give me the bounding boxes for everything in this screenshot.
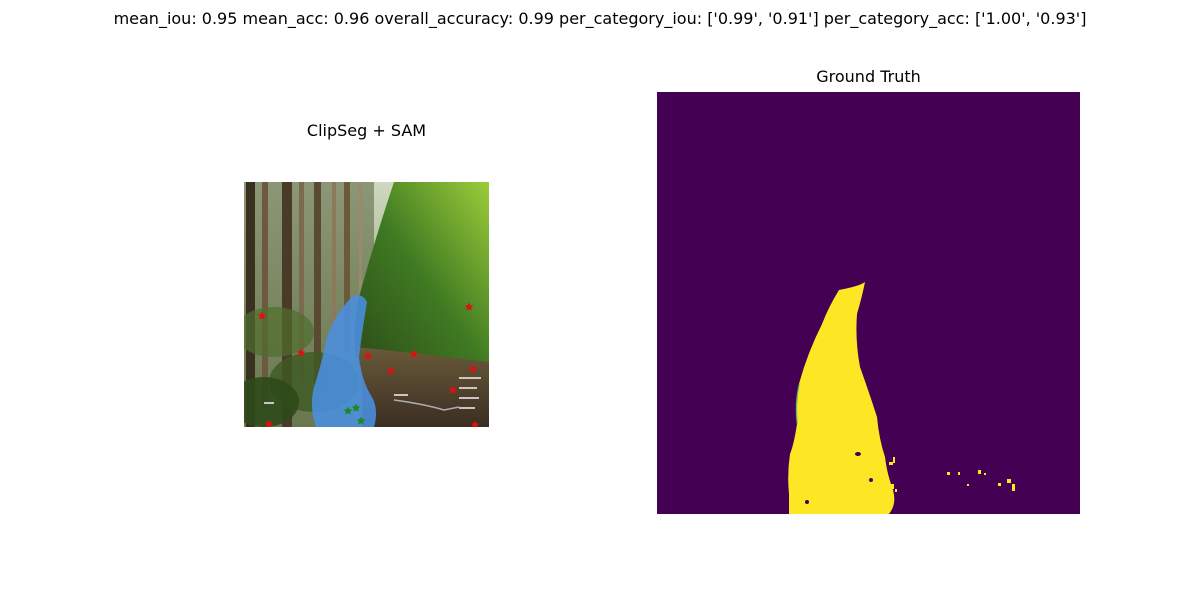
- left-panel-title: ClipSeg + SAM: [306, 121, 427, 140]
- positive-point-marker: [351, 403, 361, 412]
- negative-point-marker: [296, 348, 306, 357]
- negative-point-marker: [470, 420, 480, 427]
- negative-point-marker: [448, 385, 458, 394]
- negative-point-marker: [264, 419, 274, 427]
- negative-point-marker: [257, 311, 267, 320]
- figure-suptitle: mean_iou: 0.95 mean_acc: 0.96 overall_ac…: [113, 9, 1087, 28]
- right-panel-title: Ground Truth: [816, 67, 921, 86]
- negative-point-marker: [464, 302, 474, 311]
- negative-point-marker: [386, 366, 396, 375]
- positive-point-marker: [343, 406, 353, 415]
- positive-point-marker: [356, 416, 366, 425]
- prediction-image: [244, 182, 489, 427]
- negative-point-marker: [363, 351, 373, 360]
- negative-point-marker: [409, 349, 419, 358]
- ground-truth-mask: [657, 92, 1080, 514]
- negative-point-marker: [468, 364, 478, 373]
